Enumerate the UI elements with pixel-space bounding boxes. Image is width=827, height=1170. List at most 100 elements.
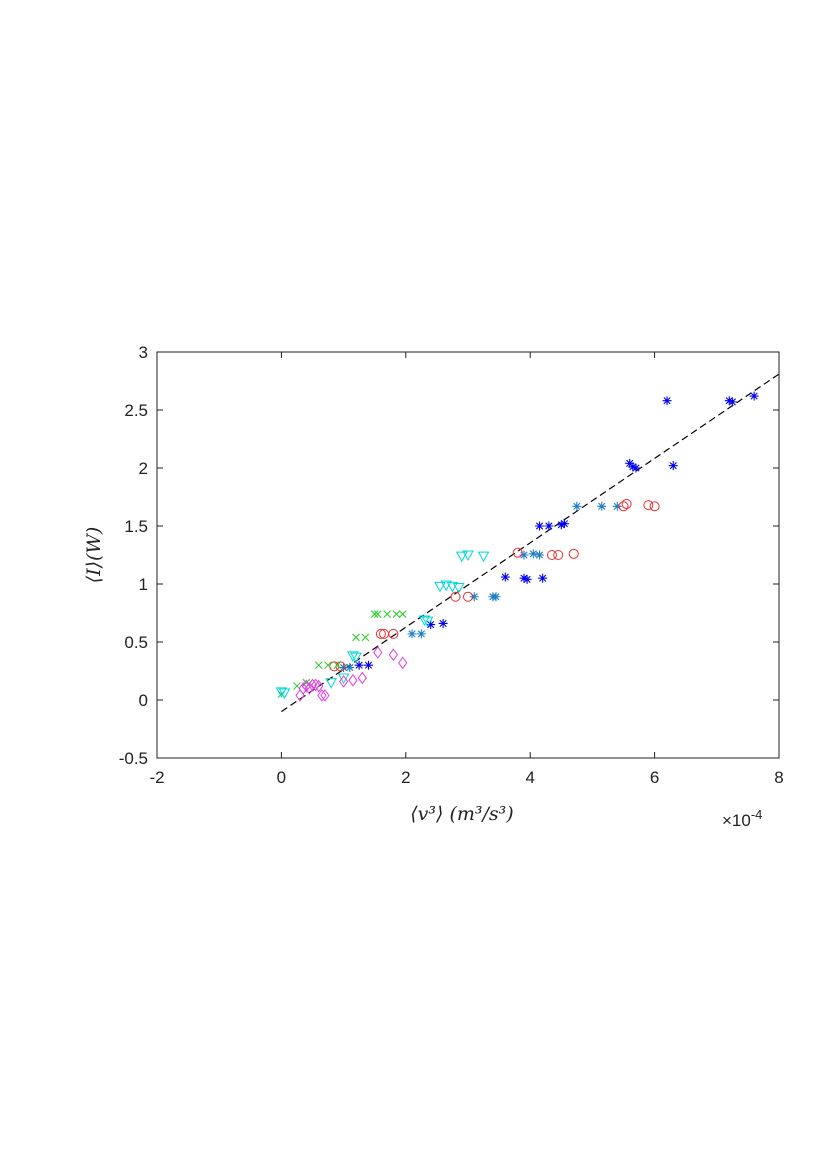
x-tick-label: 6: [650, 768, 659, 787]
data-point: [310, 678, 321, 692]
data-point: [662, 396, 672, 406]
x-axis-label: ⟨v³⟩ (m³/s³): [410, 803, 513, 825]
data-point: [333, 661, 342, 670]
data-point: [546, 550, 557, 560]
data-point: [388, 628, 399, 639]
data-point: [544, 521, 554, 531]
data-point: [416, 629, 426, 639]
data-point: [348, 673, 358, 687]
data-point: [357, 671, 367, 685]
data-point: [375, 628, 386, 639]
data-point: [304, 682, 315, 695]
data-point: [307, 678, 318, 692]
data-point: [522, 574, 532, 584]
data-point: [446, 581, 459, 593]
data-point: [556, 520, 566, 530]
data-point: [628, 462, 638, 472]
data-point: [568, 548, 579, 559]
y-tick-label: 0.5: [124, 633, 148, 652]
y-tick-label: 0: [139, 691, 148, 710]
data-point: [314, 679, 324, 693]
data-point: [612, 501, 622, 511]
data-point: [438, 618, 448, 628]
data-point: [354, 660, 364, 670]
data-point: [477, 551, 490, 563]
x-tick-label: 0: [277, 768, 286, 787]
x-tick-label: -2: [149, 768, 164, 787]
data-point: [462, 550, 474, 562]
data-point: [631, 463, 641, 473]
data-point: [337, 673, 350, 684]
data-point: [373, 610, 382, 619]
data-point: [649, 501, 660, 512]
series-asterisk-1: [339, 501, 622, 673]
data-point: [317, 689, 327, 702]
data-point: [538, 573, 548, 583]
data-markers: [275, 391, 759, 702]
y-tick-label: 3: [139, 343, 148, 362]
data-point: [373, 646, 383, 659]
data-point: [383, 610, 391, 619]
data-point: [559, 519, 569, 529]
data-point: [535, 550, 545, 560]
plot-frame: [156, 351, 780, 759]
data-point: [352, 633, 360, 642]
data-point: [339, 663, 349, 673]
y-axis-label: ⟨I⟩(W): [83, 527, 105, 584]
data-point: [426, 620, 436, 630]
data-point: [347, 651, 359, 662]
fit-line: [281, 373, 780, 713]
data-point: [324, 661, 332, 670]
data-point: [421, 616, 434, 628]
data-point: [350, 652, 362, 664]
data-point: [668, 461, 678, 471]
data-point: [621, 498, 632, 509]
data-point: [625, 458, 635, 468]
data-point: [388, 648, 398, 662]
y-tick-label: -0.5: [119, 749, 148, 768]
data-point: [363, 660, 373, 670]
series-asterisk-0: [354, 391, 759, 670]
data-point: [597, 501, 607, 511]
data-point: [727, 397, 737, 407]
data-point: [455, 551, 468, 563]
y-tick-label: 2.5: [124, 401, 148, 420]
data-point: [572, 501, 582, 511]
x-tick-label: 8: [774, 768, 783, 787]
series-diamond-5: [295, 646, 408, 702]
data-point: [643, 500, 654, 511]
x-axis-exponent-power: -4: [751, 807, 763, 822]
data-point: [275, 687, 288, 698]
data-point: [361, 633, 370, 642]
data-point: [535, 521, 545, 531]
data-point: [519, 550, 529, 560]
data-point: [500, 572, 510, 582]
data-point: [528, 549, 538, 559]
series-circle-2: [329, 498, 660, 672]
x-tick-label: 2: [401, 768, 410, 787]
data-point: [298, 682, 308, 695]
y-tick-label: 1: [139, 575, 148, 594]
data-point: [314, 661, 323, 670]
data-point: [407, 629, 417, 639]
data-point: [440, 580, 453, 592]
series-triangle-down-4: [275, 550, 490, 700]
data-point: [512, 547, 523, 558]
data-point: [491, 592, 501, 602]
x-tick-label: 4: [525, 768, 534, 787]
data-point: [392, 610, 401, 619]
data-point: [469, 592, 479, 602]
y-tick-label: 1.5: [124, 517, 148, 536]
data-point: [452, 582, 465, 594]
data-point: [325, 678, 338, 689]
data-point: [749, 391, 759, 401]
data-point: [450, 591, 461, 602]
data-point: [338, 675, 349, 688]
data-point: [463, 591, 473, 602]
data-point: [278, 688, 291, 700]
data-point: [345, 663, 355, 673]
data-point: [519, 573, 529, 583]
x-axis-exponent-base: ×10: [722, 811, 751, 830]
x-axis-exponent: ×10-4: [722, 807, 762, 830]
